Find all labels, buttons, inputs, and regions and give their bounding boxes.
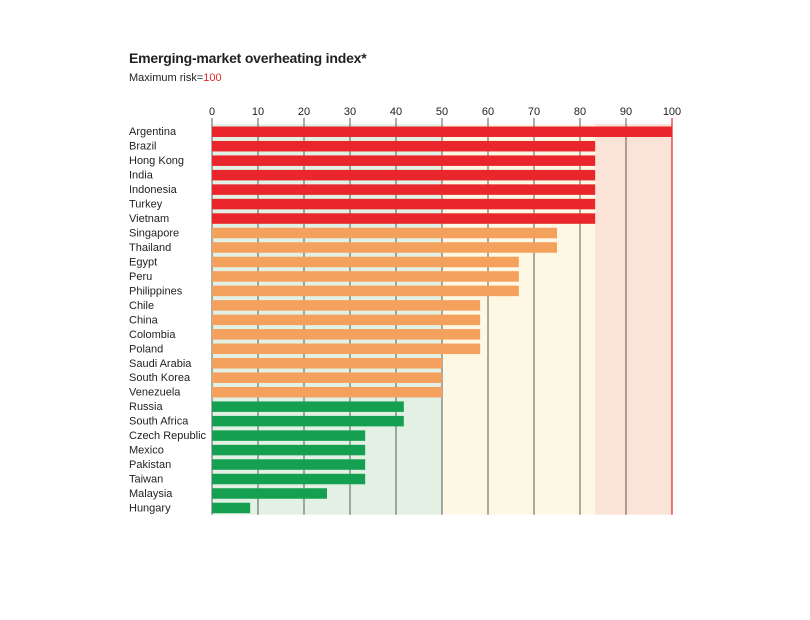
category-label-peru: Peru	[129, 271, 152, 283]
category-label-taiwan: Taiwan	[129, 474, 163, 486]
category-label-chile: Chile	[129, 300, 154, 312]
bar-saudi-arabia	[212, 358, 442, 369]
bar-vietnam	[212, 213, 596, 224]
category-label-hong-kong: Hong Kong	[129, 155, 184, 167]
bar-south-africa	[212, 415, 404, 427]
category-label-turkey: Turkey	[129, 199, 163, 211]
category-label-indonesia: Indonesia	[129, 184, 178, 196]
bar-philippines	[212, 285, 519, 297]
category-label-argentina: Argentina	[129, 126, 177, 138]
bar-taiwan	[212, 473, 366, 485]
bars	[212, 126, 672, 514]
x-tick-label-60: 60	[482, 106, 494, 118]
category-label-india: India	[129, 170, 154, 182]
bar-china	[212, 314, 481, 326]
bar-brazil	[212, 140, 596, 152]
x-tick-label-90: 90	[620, 106, 632, 118]
bar-egypt	[212, 256, 519, 268]
subtitle-text: Maximum risk=	[129, 72, 204, 84]
category-labels: Argentina Brazil Hong Kong India Indonesia Tu…	[129, 126, 207, 514]
bar-pakistan	[212, 459, 366, 470]
bar-south-korea	[212, 372, 442, 383]
category-label-vietnam: Vietnam	[129, 213, 169, 225]
x-tick-label-50: 50	[436, 106, 448, 118]
category-label-venezuela: Venezuela	[129, 387, 181, 399]
x-tick-label-70: 70	[528, 106, 540, 118]
x-tick-label-20: 20	[298, 106, 310, 118]
x-tick-label-30: 30	[344, 106, 356, 118]
chart-title: Emerging-market overheating index*	[129, 50, 367, 66]
x-tick-label-80: 80	[574, 106, 586, 118]
bar-poland	[212, 343, 481, 355]
bar-venezuela	[212, 386, 442, 398]
x-tick-label-100: 100	[663, 106, 681, 118]
category-label-poland: Poland	[129, 343, 163, 355]
subtitle-max-value: 100	[203, 72, 222, 84]
category-label-philippines: Philippines	[129, 285, 183, 297]
category-label-egypt: Egypt	[129, 256, 157, 268]
bar-malaysia	[212, 488, 327, 499]
x-tick-labels: 0 10 20 30 40 50 60 70 80 90 100	[209, 106, 681, 118]
bar-peru	[212, 271, 519, 282]
bar-argentina	[212, 126, 672, 137]
x-tick-label-40: 40	[390, 106, 402, 118]
bar-russia	[212, 401, 404, 412]
bar-colombia	[212, 329, 481, 340]
chart-subtitle: Maximum risk=100	[129, 72, 222, 84]
category-label-singapore: Singapore	[129, 228, 179, 240]
risk-zone-high	[595, 124, 672, 515]
category-label-saudi-arabia: Saudi Arabia	[129, 358, 192, 370]
bar-india	[212, 169, 596, 181]
bar-thailand	[212, 242, 557, 253]
category-label-russia: Russia	[129, 401, 164, 413]
category-label-south-africa: South Africa	[129, 416, 189, 428]
category-label-czech-republic: Czech Republic	[129, 430, 207, 442]
category-label-china: China	[129, 314, 159, 326]
bar-hungary	[212, 502, 251, 514]
category-label-mexico: Mexico	[129, 445, 164, 457]
bar-czech-republic	[212, 430, 366, 441]
category-label-south-korea: South Korea	[129, 372, 191, 384]
category-label-brazil: Brazil	[129, 141, 157, 153]
bar-mexico	[212, 444, 366, 456]
bar-chile	[212, 300, 481, 311]
category-label-malaysia: Malaysia	[129, 488, 173, 500]
category-label-colombia: Colombia	[129, 329, 176, 341]
bar-indonesia	[212, 184, 596, 195]
x-tick-label-10: 10	[252, 106, 264, 118]
category-label-pakistan: Pakistan	[129, 459, 171, 471]
bar-singapore	[212, 227, 557, 239]
bar-turkey	[212, 198, 596, 210]
category-label-thailand: Thailand	[129, 242, 171, 254]
bar-hong-kong	[212, 155, 596, 166]
category-label-hungary: Hungary	[129, 502, 171, 514]
x-tick-label-0: 0	[209, 106, 215, 118]
